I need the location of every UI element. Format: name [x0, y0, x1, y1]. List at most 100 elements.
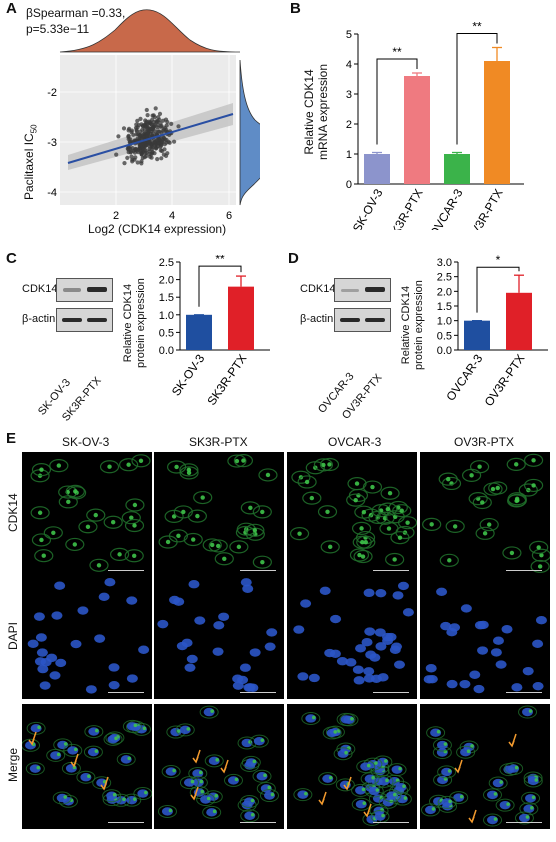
cell-outline — [258, 468, 278, 482]
cell-outline — [364, 784, 384, 798]
cdk14-signal — [87, 774, 91, 779]
cdk14-signal — [214, 793, 219, 798]
cdk14-signal — [129, 515, 134, 520]
cdk14-signal — [429, 522, 434, 527]
nucleus — [329, 649, 341, 658]
nucleus — [37, 664, 49, 674]
category-label: OV3R-PTX — [463, 187, 505, 231]
nucleus — [436, 587, 448, 597]
scatter-point — [153, 106, 158, 111]
cdk14-signal — [459, 794, 464, 799]
cdk14-signal — [138, 458, 144, 464]
bar — [404, 76, 430, 184]
cdk14-signal — [260, 559, 265, 565]
nucleus — [363, 674, 375, 683]
cdk14-signal — [199, 779, 204, 784]
cdk14-signal — [506, 802, 510, 806]
cdk14-signal — [39, 537, 44, 543]
cell-outline — [240, 501, 260, 515]
cell-outline — [529, 540, 549, 555]
nucleus — [138, 645, 150, 654]
stat-line-1: βSpearman =0.33, — [26, 6, 126, 20]
nucleus — [446, 679, 458, 689]
nucleus — [382, 636, 394, 645]
category-label: SK-OV-3 — [169, 351, 208, 398]
scatter-point — [145, 134, 150, 139]
cdk14-signal — [495, 485, 500, 491]
cell-outline — [374, 774, 394, 788]
cell-outline — [193, 490, 213, 505]
significance-bracket — [456, 33, 498, 145]
scatter-point — [138, 149, 143, 154]
cell-outline — [495, 798, 515, 812]
nucleus — [249, 648, 261, 657]
cdk14-signal — [436, 729, 441, 734]
cell-outline — [445, 519, 465, 533]
bar — [506, 292, 532, 350]
cdk14-signal — [499, 780, 503, 784]
y-tick-label: 1.5 — [437, 301, 452, 313]
cell-outline — [360, 772, 380, 786]
scatter-point — [145, 113, 150, 118]
nucleus — [522, 666, 534, 676]
nucleus — [363, 588, 375, 598]
nucleus — [98, 592, 110, 602]
cdk14-signal — [267, 785, 272, 790]
cdk14-signal — [190, 779, 195, 784]
arrow-head — [508, 740, 515, 748]
nucleus — [532, 639, 544, 649]
nucleus — [126, 674, 138, 683]
cell-outline — [387, 763, 407, 777]
micrograph-cdk14-4 — [420, 452, 550, 577]
scatter-point — [155, 157, 160, 162]
scatter-point — [162, 142, 167, 147]
cell-outline — [214, 552, 234, 566]
cell-outline — [202, 805, 222, 819]
cdk14-signal — [37, 510, 43, 515]
western-blot-actin-c — [56, 308, 113, 332]
cdk14-signal — [210, 542, 215, 548]
nucleus — [39, 681, 51, 690]
nucleus — [85, 685, 97, 694]
nucleus — [459, 679, 471, 689]
cdk14-signal — [63, 742, 68, 746]
micrograph-merge-1 — [22, 704, 152, 829]
nucleus — [345, 658, 357, 667]
cdk14-signal — [531, 483, 536, 488]
cdk14-signal — [375, 788, 380, 792]
cdk14-signal — [126, 462, 131, 467]
cell-outline — [301, 711, 321, 725]
cdk14-signal — [200, 789, 205, 794]
cell-outline — [92, 776, 112, 790]
cdk14-signal — [73, 489, 78, 494]
cdk14-signal — [539, 553, 544, 558]
cell-outline — [437, 795, 457, 809]
cell-outline — [291, 470, 311, 484]
micrograph-dapi-1 — [22, 574, 152, 699]
blot-label-actin-c: β-actin — [22, 313, 56, 325]
stat-line-2: p=5.33e−11 — [26, 22, 90, 36]
cdk14-signal — [206, 796, 211, 801]
cell-outline — [297, 475, 317, 489]
nucleus — [300, 599, 312, 608]
scatter-point — [134, 147, 139, 152]
cell-outline — [354, 505, 374, 519]
scatter-point — [158, 144, 163, 150]
cdk14-signal — [260, 738, 265, 742]
cell-outline — [392, 504, 412, 518]
nucleus — [94, 634, 106, 643]
cdk14-signal — [353, 497, 358, 503]
nucleus — [55, 658, 67, 668]
nucleus — [363, 667, 375, 676]
significance-label: ** — [472, 20, 482, 34]
western-blot-cdk14-d — [334, 278, 391, 302]
nucleus — [473, 684, 485, 694]
cdk14-signal — [252, 759, 257, 764]
y-tick-label: 2.0 — [437, 286, 452, 298]
cell-outline — [240, 809, 260, 823]
row-label: CDK14 — [6, 493, 20, 532]
cdk14-signal — [94, 749, 99, 753]
cdk14-signal — [114, 736, 118, 741]
nucleus — [392, 591, 404, 600]
cdk14-signal — [466, 749, 471, 754]
